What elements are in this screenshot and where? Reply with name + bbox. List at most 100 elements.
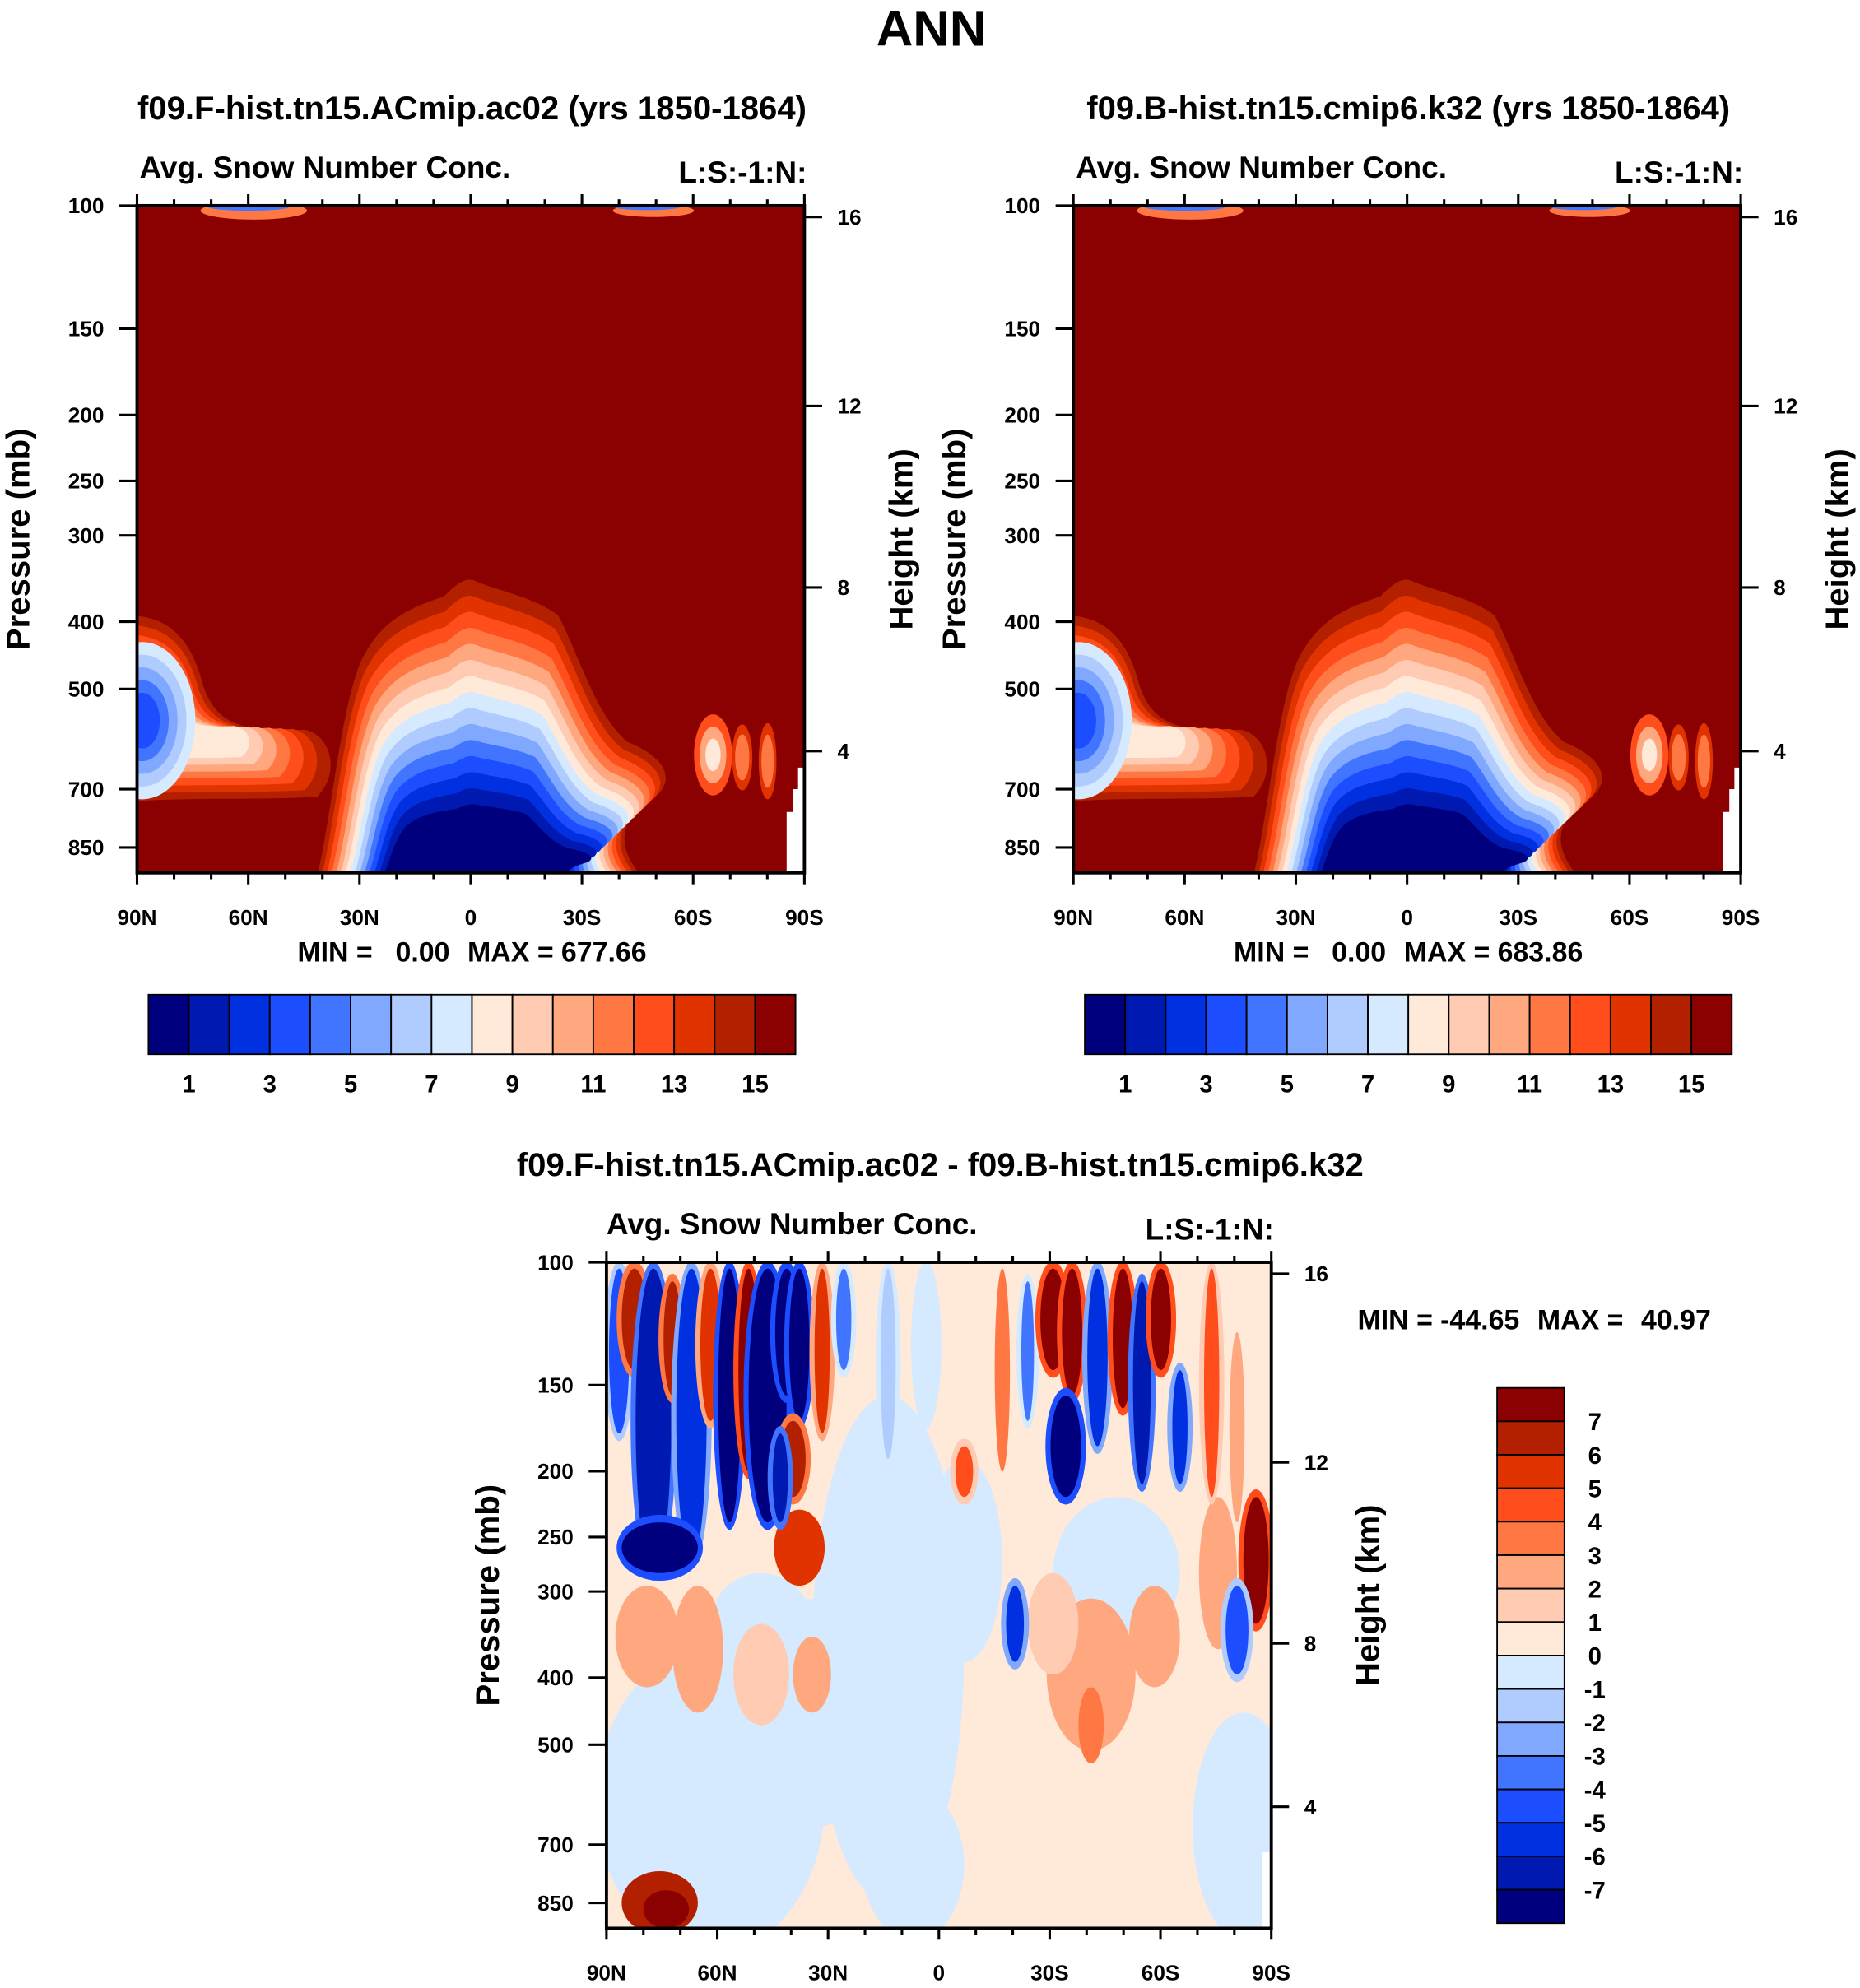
colorbar-box — [1496, 1587, 1565, 1623]
y2-tick-label: 8 — [1304, 1631, 1317, 1656]
contour-band — [916, 1268, 937, 1421]
contour-band — [1006, 1586, 1025, 1662]
x-tick-label: 60S — [674, 905, 713, 930]
colorbar-box — [1124, 993, 1167, 1056]
y2-tick-label: 4 — [1774, 739, 1786, 764]
x-tick-label: 90N — [587, 1961, 626, 1986]
contour-patch — [733, 1623, 789, 1726]
colorbar-box — [1496, 1688, 1565, 1724]
y-tick-label: 700 — [1004, 777, 1040, 801]
y2-axis-label: Height (km) — [1351, 1505, 1387, 1686]
colorbar-box — [1690, 993, 1733, 1056]
colorbar-label: -5 — [1584, 1810, 1606, 1837]
contour-band — [1229, 1331, 1245, 1523]
panel-title-test: f09.F-hist.tn15.ACmip.ac02 (yrs 1850-186… — [137, 91, 807, 127]
colorbar-box — [1496, 1487, 1565, 1523]
colorbar-label: 9 — [1442, 1071, 1455, 1098]
contour-band — [1112, 1268, 1133, 1409]
x-tick-label: 60N — [229, 905, 268, 930]
colorbar-box — [1569, 993, 1611, 1056]
y-axis-label: Pressure (mb) — [0, 429, 36, 651]
colorbar-label: 11 — [580, 1071, 606, 1098]
y2-tick-label: 12 — [837, 394, 861, 419]
x-tick-label: 90S — [1722, 905, 1760, 930]
colorbar-box — [633, 993, 676, 1056]
x-tick-label: 30S — [1030, 1961, 1069, 1986]
max-label: MAX = — [1537, 1305, 1624, 1336]
colorbar-box — [188, 993, 230, 1056]
y-tick-label: 100 — [537, 1250, 574, 1275]
colorbar-label: 1 — [182, 1071, 195, 1098]
y2-tick-label: 16 — [1774, 205, 1797, 230]
colorbar-label: 15 — [742, 1071, 769, 1098]
colorbar-box — [1496, 1655, 1565, 1690]
colorbar-label: 5 — [1588, 1475, 1602, 1503]
contour-band — [1151, 1268, 1171, 1371]
colorbar-label: 5 — [344, 1071, 357, 1098]
min-max-readout: MIN = 0.00 MAX = 683.86 — [1234, 937, 1583, 968]
subtitle-left: Avg. Snow Number Conc. — [1076, 151, 1447, 184]
contour-field-control — [1073, 205, 1741, 873]
missing-data-region — [786, 767, 805, 873]
plot-axes: 90N 60N 30N 0 30S 60S 90S 100 150 200 250 300 400 500… — [0, 193, 919, 930]
missing-data-region — [1723, 767, 1741, 873]
colorbar-box — [1496, 1554, 1565, 1590]
colorbar-box — [228, 993, 271, 1056]
colorbar-box — [551, 993, 594, 1056]
y-tick-label: 250 — [1004, 469, 1040, 494]
contour-band — [1062, 1268, 1082, 1396]
contour-band — [137, 692, 160, 749]
contour-patch — [863, 1788, 965, 1929]
x-tick-label: 60S — [1611, 905, 1649, 930]
y-tick-label: 500 — [68, 676, 105, 701]
y-tick-label: 850 — [1004, 835, 1040, 860]
y-tick-label: 500 — [537, 1733, 574, 1758]
x-tick-label: 0 — [933, 1961, 946, 1986]
colorbar-box — [1407, 993, 1450, 1056]
x-tick-label: 30S — [1499, 905, 1537, 930]
missing-data-region — [1262, 1851, 1272, 1929]
colorbar-label: 5 — [1281, 1071, 1294, 1098]
y-tick-label: 300 — [1004, 523, 1040, 548]
colorbar-horizontal: 1 3 5 7 9 11 13 15 — [147, 993, 797, 1098]
y2-axis-label: Height (km) — [1820, 448, 1856, 629]
panel-title-control: f09.B-hist.tn15.cmip6.k32 (yrs 1850-1864… — [1086, 91, 1730, 127]
colorbar-box — [1496, 1454, 1565, 1489]
colorbar-label: -4 — [1584, 1777, 1607, 1804]
contour-band — [1073, 692, 1096, 749]
colorbar-label: 6 — [1588, 1442, 1602, 1470]
subtitle-left: Avg. Snow Number Conc. — [607, 1207, 978, 1241]
colorbar-box — [268, 993, 311, 1056]
x-tick-label: 90N — [1053, 905, 1093, 930]
y-tick-label: 150 — [537, 1373, 574, 1398]
y-tick-label: 250 — [68, 469, 105, 494]
subtitle-right: L:S:-1:N: — [1146, 1212, 1274, 1246]
colorbar-box — [1084, 993, 1127, 1056]
contour-patch — [811, 1395, 965, 1903]
contour-band — [384, 804, 592, 873]
x-tick-label: 30N — [1276, 905, 1315, 930]
contour-band — [835, 1268, 852, 1371]
colorbar-box — [1286, 993, 1328, 1056]
colorbar-label: 7 — [1361, 1071, 1374, 1098]
y2-axis-label: Height (km) — [883, 448, 919, 629]
colorbar-box — [1496, 1621, 1565, 1656]
y2-tick-label: 12 — [1774, 394, 1797, 419]
colorbar-box — [1488, 993, 1531, 1056]
colorbar-label: 4 — [1588, 1509, 1602, 1536]
colorbar-label: 15 — [1678, 1071, 1705, 1098]
y-tick-label: 700 — [68, 777, 105, 801]
x-tick-label: 60N — [1165, 905, 1204, 930]
colorbar-box — [1165, 993, 1207, 1056]
colorbar-box — [1245, 993, 1288, 1056]
y-tick-label: 100 — [68, 193, 105, 218]
contour-field-diff — [606, 1262, 1272, 1929]
y-tick-label: 500 — [1004, 676, 1040, 701]
colorbar-label: 13 — [661, 1071, 688, 1098]
contour-band — [880, 1268, 896, 1459]
min-label: MIN = — [1358, 1305, 1433, 1336]
max-value: 683.86 — [1498, 937, 1583, 968]
contour-band — [1087, 1268, 1108, 1447]
colorbar-label: 1 — [1118, 1071, 1132, 1098]
contour-field-layers — [1073, 205, 1741, 873]
